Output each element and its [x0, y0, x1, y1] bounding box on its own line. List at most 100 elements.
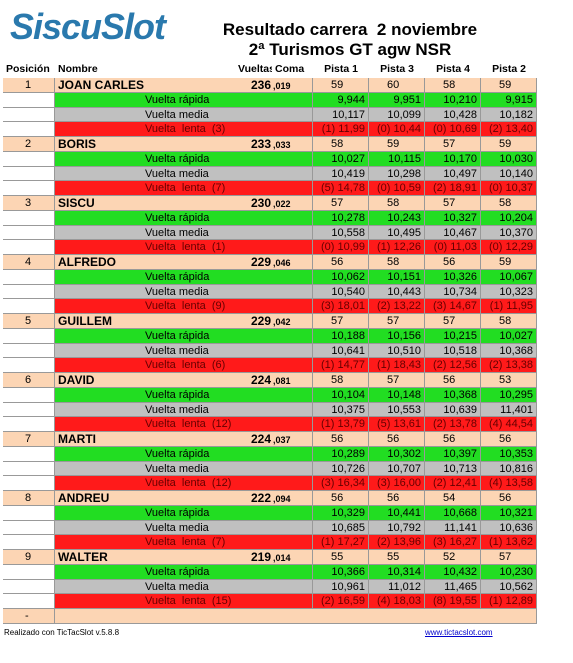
- slow-lap-time: (3) 16,34: [313, 476, 369, 491]
- slow-lap-time: (0) 10,37: [481, 181, 537, 196]
- empty-position: -: [3, 609, 55, 624]
- position: 1: [3, 78, 55, 93]
- average-lap-time: 10,726: [313, 461, 369, 477]
- fast-lap-time: 10,327: [425, 210, 481, 226]
- average-lap-time: 10,140: [481, 166, 537, 182]
- slow-lap-time: (2) 12,41: [425, 476, 481, 491]
- column-header: Pista 3: [369, 62, 425, 77]
- column-header: Pista 1: [313, 62, 369, 77]
- track-laps: 55: [369, 550, 425, 565]
- slow-lap-time: (3) 18,01: [313, 299, 369, 314]
- average-lap-label: Vuelta media: [55, 579, 313, 595]
- slow-lap-time: (0) 12,29: [481, 240, 537, 255]
- slow-lap-time: (1) 13,79: [313, 417, 369, 432]
- lap-fraction: ,081: [272, 373, 313, 388]
- fast-lap-label: Vuelta rápida: [55, 446, 313, 462]
- track-laps: 57: [425, 196, 481, 211]
- fast-lap-time: 9,944: [313, 92, 369, 108]
- slow-lap-label: Vuelta lenta (12): [55, 417, 313, 432]
- fast-lap-time: 10,067: [481, 269, 537, 285]
- slow-lap-label: Vuelta lenta (7): [55, 181, 313, 196]
- fast-lap-time: 10,170: [425, 151, 481, 167]
- slow-lap-time: (2) 13,22: [369, 299, 425, 314]
- slow-lap-time: (4) 18,03: [369, 594, 425, 609]
- footer-link[interactable]: www.tictacslot.com: [425, 628, 493, 637]
- column-header: Nombre: [55, 62, 235, 77]
- average-lap-label: Vuelta media: [55, 107, 313, 123]
- position: 3: [3, 196, 55, 211]
- blank: [3, 520, 55, 536]
- fast-lap-label: Vuelta rápida: [55, 505, 313, 521]
- average-lap-time: 10,375: [313, 402, 369, 418]
- slow-lap-time: (5) 14,78: [313, 181, 369, 196]
- track-laps: 57: [369, 373, 425, 388]
- slow-lap-time: (4) 13,58: [481, 476, 537, 491]
- average-lap-time: 10,707: [369, 461, 425, 477]
- slow-lap-time: (2) 13,40: [481, 122, 537, 137]
- fast-lap-time: 10,432: [425, 564, 481, 580]
- driver-name: SISCU: [55, 196, 235, 211]
- laps: 233: [235, 137, 272, 152]
- average-lap-time: 10,792: [369, 520, 425, 536]
- average-lap-label: Vuelta media: [55, 166, 313, 182]
- blank: [3, 564, 55, 580]
- track-laps: 60: [369, 78, 425, 93]
- fast-lap-time: 10,204: [481, 210, 537, 226]
- blank: [3, 461, 55, 477]
- average-lap-time: 10,685: [313, 520, 369, 536]
- blank: [3, 579, 55, 595]
- driver-name: GUILLEM: [55, 314, 235, 329]
- average-lap-time: 10,497: [425, 166, 481, 182]
- fast-lap-time: 10,295: [481, 387, 537, 403]
- driver-name: JOAN CARLES: [55, 78, 235, 93]
- blank: [3, 181, 55, 196]
- laps: 219: [235, 550, 272, 565]
- driver-name: ANDREU: [55, 491, 235, 506]
- slow-lap-time: (0) 10,99: [313, 240, 369, 255]
- fast-lap-time: 10,210: [425, 92, 481, 108]
- track-laps: 56: [425, 373, 481, 388]
- column-header: Pista 2: [481, 62, 537, 77]
- average-lap-time: 10,368: [481, 343, 537, 359]
- fast-lap-label: Vuelta rápida: [55, 92, 313, 108]
- average-lap-time: 10,467: [425, 225, 481, 241]
- blank: [3, 284, 55, 300]
- average-lap-time: 10,298: [369, 166, 425, 182]
- fast-lap-label: Vuelta rápida: [55, 151, 313, 167]
- average-lap-time: 10,816: [481, 461, 537, 477]
- slow-lap-time: (2) 12,56: [425, 358, 481, 373]
- blank: [3, 343, 55, 359]
- average-lap-label: Vuelta media: [55, 225, 313, 241]
- lap-fraction: ,019: [272, 78, 313, 93]
- position: 7: [3, 432, 55, 447]
- fast-lap-time: 10,353: [481, 446, 537, 462]
- lap-fraction: ,046: [272, 255, 313, 270]
- slow-lap-time: (2) 13,96: [369, 535, 425, 550]
- average-lap-time: 10,558: [313, 225, 369, 241]
- track-laps: 56: [369, 432, 425, 447]
- footer-left: Realizado con TicTacSlot v.5.8.8: [4, 628, 120, 637]
- slow-lap-time: (1) 11,95: [481, 299, 537, 314]
- track-laps: 58: [313, 373, 369, 388]
- average-lap-time: 10,713: [425, 461, 481, 477]
- fast-lap-label: Vuelta rápida: [55, 269, 313, 285]
- fast-lap-time: 10,368: [425, 387, 481, 403]
- fast-lap-time: 10,366: [313, 564, 369, 580]
- fast-lap-time: 10,148: [369, 387, 425, 403]
- blank: [3, 328, 55, 344]
- blank: [3, 92, 55, 108]
- average-lap-time: 10,323: [481, 284, 537, 300]
- track-laps: 57: [425, 314, 481, 329]
- track-laps: 56: [481, 491, 537, 506]
- fast-lap-time: 10,027: [481, 328, 537, 344]
- fast-lap-time: 10,215: [425, 328, 481, 344]
- track-laps: 57: [425, 137, 481, 152]
- blank: [3, 107, 55, 123]
- lap-fraction: ,037: [272, 432, 313, 447]
- position: 4: [3, 255, 55, 270]
- average-lap-time: 10,641: [313, 343, 369, 359]
- laps: 222: [235, 491, 272, 506]
- average-lap-time: 10,639: [425, 402, 481, 418]
- slow-lap-time: (3) 14,67: [425, 299, 481, 314]
- track-laps: 57: [481, 550, 537, 565]
